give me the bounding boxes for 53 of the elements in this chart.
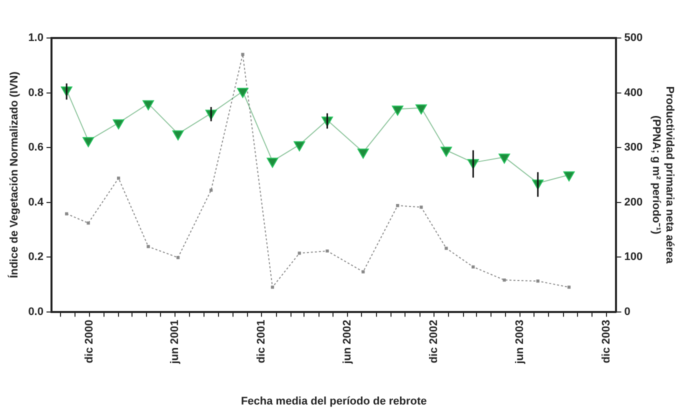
point xyxy=(146,245,150,248)
point xyxy=(65,212,68,216)
y-tick-label: 0.4 xyxy=(28,196,44,208)
y-tick-label: 0.2 xyxy=(28,251,44,264)
point xyxy=(536,280,540,283)
point xyxy=(210,188,213,192)
point xyxy=(116,176,120,180)
x-tick-label: dic 2000 xyxy=(83,320,96,364)
x-tick-label: dic 2001 xyxy=(256,320,268,364)
y2-tick-label: 0 xyxy=(624,306,630,318)
x-tick-label: jun 2002 xyxy=(342,320,354,365)
y-tick-label: 0.0 xyxy=(28,306,44,318)
y2-tick-label: 500 xyxy=(624,32,643,44)
point xyxy=(266,158,278,168)
y2-axis-title: Productividad primaria neta aérea (PPNA; g m² período⁻¹) xyxy=(650,86,676,264)
point xyxy=(326,249,329,253)
point xyxy=(498,154,510,164)
point xyxy=(420,206,423,209)
point xyxy=(172,130,184,140)
point xyxy=(567,286,571,289)
point xyxy=(362,270,365,274)
point xyxy=(502,278,506,282)
x-tick-label: jun 2003 xyxy=(514,320,526,365)
point xyxy=(472,265,475,268)
point xyxy=(112,119,124,130)
point xyxy=(416,104,427,114)
point xyxy=(237,88,248,98)
point xyxy=(82,137,94,148)
y-tick-label: 0.6 xyxy=(28,142,44,154)
y2-tick-label: 300 xyxy=(624,142,643,154)
point xyxy=(440,146,452,157)
y-tick-label: 1.0 xyxy=(28,32,44,44)
point xyxy=(86,222,90,225)
y-tick-label: 0.8 xyxy=(28,86,44,99)
y-axis-title: Índice de Vegetación Normalizado (IVN) xyxy=(8,71,21,278)
point xyxy=(241,52,244,56)
point xyxy=(298,252,301,255)
point xyxy=(396,204,400,208)
point xyxy=(357,148,369,159)
point xyxy=(142,100,154,110)
point xyxy=(444,246,448,250)
x-tick-label: dic 2003 xyxy=(600,320,612,364)
point xyxy=(176,256,180,260)
y2-tick-label: 100 xyxy=(624,251,643,264)
x-tick-label: dic 2002 xyxy=(428,320,440,364)
x-axis-title: Fecha media del período de rebrote xyxy=(240,395,427,408)
y2-tick-label: 200 xyxy=(624,196,643,208)
point xyxy=(294,141,306,152)
point xyxy=(392,106,404,116)
point xyxy=(563,171,575,182)
point xyxy=(270,286,274,289)
x-tick-label: jun 2001 xyxy=(169,320,182,365)
y2-tick-label: 400 xyxy=(624,86,643,99)
